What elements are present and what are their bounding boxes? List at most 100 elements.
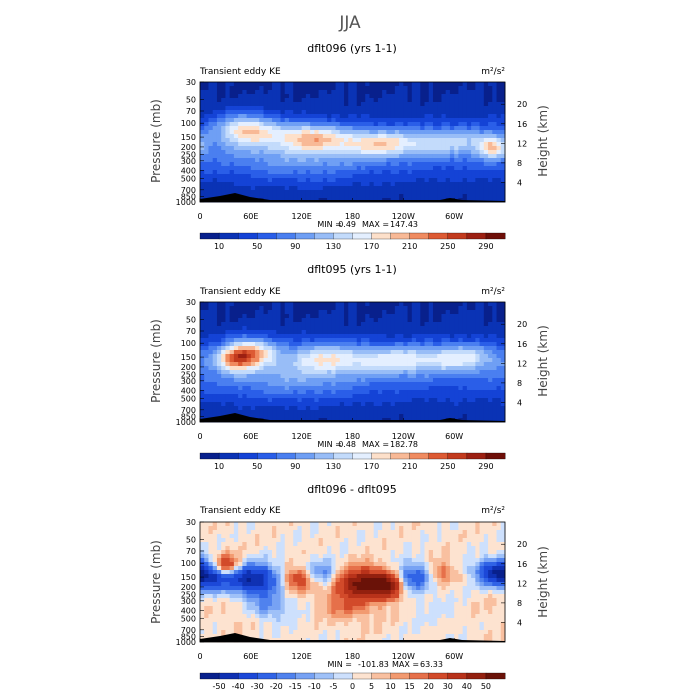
- heatmap-cell: [382, 346, 387, 351]
- heatmap-cell: [221, 154, 226, 159]
- heatmap-cell: [284, 166, 290, 171]
- heatmap-cell: [297, 190, 303, 195]
- heatmap-cell: [305, 302, 311, 307]
- heatmap-cell: [331, 186, 336, 191]
- heatmap-cell: [386, 534, 392, 539]
- heatmap-cell: [441, 90, 447, 95]
- heatmap-cell: [479, 366, 485, 371]
- heatmap-cell: [437, 134, 442, 139]
- height-tick-label: 4: [517, 178, 522, 187]
- heatmap-cell: [441, 522, 447, 527]
- heatmap-cell: [208, 94, 214, 99]
- heatmap-cell: [255, 90, 260, 95]
- heatmap-cell: [432, 190, 438, 195]
- heatmap-cell: [428, 330, 434, 335]
- heatmap-cell: [369, 154, 375, 159]
- heatmap-cell: [458, 318, 464, 323]
- heatmap-cell: [475, 362, 480, 367]
- heatmap-cell: [335, 362, 341, 367]
- heatmap-cell: [276, 82, 281, 87]
- heatmap-cell: [377, 174, 383, 179]
- heatmap-cell: [471, 530, 476, 535]
- heatmap-cell: [373, 406, 379, 411]
- heatmap-cell: [428, 542, 434, 547]
- heatmap-cell: [284, 306, 290, 311]
- heatmap-cell: [272, 182, 277, 187]
- heatmap-cell: [416, 130, 421, 135]
- heatmap-cell: [488, 162, 493, 167]
- heatmap-cell: [386, 366, 392, 371]
- heatmap-cell: [360, 90, 366, 95]
- heatmap-cell: [242, 398, 247, 403]
- heatmap-cell: [259, 194, 264, 199]
- heatmap-cell: [200, 522, 205, 527]
- heatmap-cell: [293, 126, 298, 131]
- heatmap-cell: [449, 146, 455, 151]
- heatmap-cell: [280, 158, 286, 163]
- heatmap-cell: [462, 154, 468, 159]
- heatmap-cell: [301, 186, 307, 191]
- heatmap-cell: [233, 350, 239, 355]
- heatmap-cell: [339, 534, 345, 539]
- height-tick-label: 16: [517, 120, 527, 129]
- heatmap-cell: [250, 150, 256, 155]
- heatmap-cell: [407, 382, 413, 387]
- heatmap-cell: [267, 358, 273, 363]
- colorbar-label: 50: [252, 242, 262, 251]
- heatmap-cell: [432, 114, 438, 119]
- heatmap-cell: [314, 410, 320, 415]
- heatmap-cell: [259, 326, 264, 331]
- heatmap-cell: [229, 102, 235, 107]
- heatmap-cell: [377, 326, 383, 331]
- heatmap-cell: [272, 170, 277, 175]
- heatmap-cell: [301, 358, 307, 363]
- heatmap-cell: [272, 382, 277, 387]
- heatmap-cell: [437, 86, 442, 91]
- heatmap-cell: [449, 370, 455, 375]
- heatmap-cell: [212, 362, 218, 367]
- colorbar-swatch: [276, 452, 296, 460]
- heatmap-cell: [212, 130, 218, 135]
- heatmap-cell: [310, 154, 315, 159]
- heatmap-cell: [238, 158, 243, 163]
- heatmap-cell: [428, 318, 434, 323]
- heatmap-cell: [284, 326, 290, 331]
- heatmap-cell: [259, 374, 264, 379]
- heatmap-cell: [348, 86, 353, 91]
- heatmap-cell: [416, 382, 421, 387]
- heatmap-cell: [310, 334, 315, 339]
- heatmap-cell: [441, 162, 447, 167]
- heatmap-cell: [297, 410, 303, 415]
- heatmap-cell: [267, 90, 273, 95]
- heatmap-cell: [276, 390, 281, 395]
- heatmap-cell: [458, 342, 464, 347]
- heatmap-cell: [356, 338, 362, 343]
- heatmap-cell: [305, 526, 311, 531]
- heatmap-cell: [322, 314, 328, 319]
- heatmap-cell: [403, 378, 408, 383]
- heatmap-cell: [373, 166, 379, 171]
- heatmap-cell: [500, 118, 506, 123]
- heatmap-cell: [394, 378, 400, 383]
- heatmap-cell: [356, 342, 362, 347]
- heatmap-cell: [246, 358, 252, 363]
- heatmap-cell: [445, 166, 451, 171]
- heatmap-cell: [437, 126, 442, 131]
- heatmap-cell: [382, 326, 387, 331]
- heatmap-cell: [238, 150, 243, 155]
- heatmap-cell: [259, 306, 264, 311]
- heatmap-cell: [500, 174, 506, 179]
- heatmap-cell: [200, 186, 205, 191]
- heatmap-cell: [305, 390, 311, 395]
- heatmap-cell: [390, 534, 396, 539]
- heatmap-cell: [339, 310, 345, 315]
- heatmap-cell: [305, 150, 311, 155]
- heatmap-cell: [454, 318, 459, 323]
- heatmap-cell: [250, 126, 256, 131]
- heatmap-cell: [305, 174, 311, 179]
- heatmap-cell: [475, 374, 480, 379]
- heatmap-cell: [348, 394, 353, 399]
- heatmap-cell: [212, 86, 218, 91]
- heatmap-cell: [454, 338, 459, 343]
- heatmap-cell: [394, 182, 400, 187]
